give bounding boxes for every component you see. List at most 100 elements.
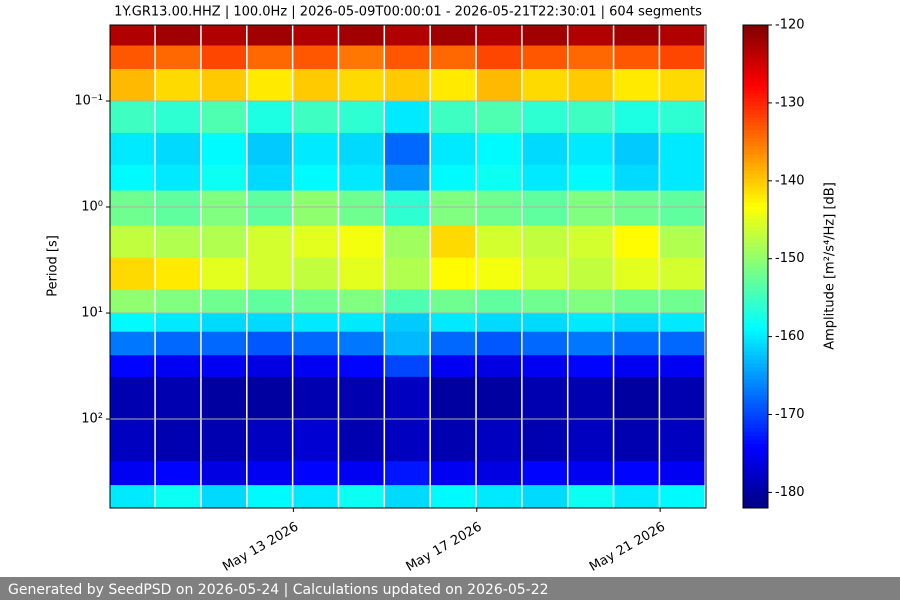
heat-cell (247, 376, 292, 420)
heat-cell (522, 419, 567, 462)
heat-cell (247, 225, 292, 258)
heat-cell (201, 331, 247, 356)
heat-cell (522, 132, 567, 166)
colorbar-step (743, 89, 768, 94)
heat-cell (385, 376, 430, 420)
colorbar-tick-label: -130 (775, 95, 805, 110)
colorbar-step (743, 133, 768, 139)
colorbar-step (743, 149, 768, 155)
colorbar-step (743, 451, 768, 457)
heat-cell (247, 132, 292, 166)
heat-cell (293, 100, 338, 134)
heat-cell (430, 289, 476, 314)
heat-cell (660, 485, 705, 509)
colorbar-step (743, 322, 768, 328)
heat-cell (339, 100, 384, 134)
heat-cell (660, 164, 705, 191)
heat-cell (430, 225, 476, 258)
heat-cell (155, 257, 201, 290)
heat-cell (247, 289, 292, 314)
heat-cell (568, 69, 613, 102)
heat-cell (476, 376, 522, 420)
heat-cell (201, 190, 247, 226)
heat-cell (110, 461, 155, 486)
colorbar-step (743, 230, 768, 235)
heat-cell (568, 355, 613, 378)
heat-cell (522, 190, 567, 226)
heat-cell (385, 25, 430, 46)
heat-cell (385, 355, 430, 378)
colorbar-step (743, 242, 768, 247)
colorbar-step (743, 463, 768, 469)
heat-cell (339, 331, 384, 356)
colorbar-step (743, 210, 768, 215)
heat-cell (155, 132, 201, 166)
heat-cell (476, 45, 522, 70)
colorbar-step (743, 165, 768, 171)
colorbar-step (743, 97, 768, 102)
heat-cell (568, 164, 613, 191)
y-tick-label: 10² (81, 412, 103, 427)
colorbar-step (743, 423, 768, 428)
colorbar-step (743, 338, 768, 344)
colorbar-step (743, 109, 768, 115)
heat-cell (247, 419, 292, 462)
heat-cell (476, 313, 522, 333)
heat-cell (430, 190, 476, 226)
heat-cell (522, 257, 567, 290)
heat-cell (476, 461, 522, 486)
heat-cell (522, 461, 567, 486)
colorbar-step (743, 351, 768, 356)
colorbar-tick-label: -150 (775, 251, 805, 266)
heat-cell (568, 225, 613, 258)
heat-cell (385, 257, 430, 290)
heat-cell (339, 45, 384, 70)
colorbar-step (743, 298, 768, 304)
colorbar-label: Amplitude [m²/s⁴/Hz] [dB] (823, 182, 838, 350)
heat-cell (660, 355, 705, 378)
colorbar-step (743, 318, 768, 324)
colorbar-step (743, 286, 768, 292)
colorbar-step (743, 411, 768, 416)
heat-cell (247, 25, 292, 46)
heat-cell (614, 132, 659, 166)
heat-cell (614, 257, 659, 290)
heat-cell (614, 419, 659, 462)
heat-cell (660, 257, 705, 290)
colorbar-step (743, 347, 768, 352)
heat-cell (110, 45, 155, 70)
heat-cell (110, 485, 155, 509)
heat-cell (660, 376, 705, 420)
colorbar-step (743, 145, 768, 151)
colorbar-step (743, 367, 768, 372)
colorbar-step (743, 407, 768, 412)
colorbar-tick-label: -140 (775, 173, 805, 188)
y-tick-label: 10⁰ (81, 200, 103, 215)
chart-title: 1Y.GR13.00.HHZ | 100.0Hz | 2026-05-09T00… (114, 5, 702, 20)
heat-cell (476, 100, 522, 134)
colorbar-step (743, 330, 768, 336)
heat-cell (614, 289, 659, 314)
heat-cell (568, 485, 613, 509)
colorbar-step (743, 194, 768, 199)
colorbar-step (743, 77, 768, 82)
colorbar-step (743, 169, 768, 175)
heat-cell (293, 45, 338, 70)
heat-cell (430, 257, 476, 290)
heat-cell (293, 257, 338, 290)
heat-cell (201, 45, 247, 70)
heat-cell (385, 164, 430, 191)
heat-cell (476, 485, 522, 509)
heat-cell (430, 461, 476, 486)
colorbar-step (743, 395, 768, 400)
y-tick-label: 10⁻¹ (74, 93, 103, 108)
colorbar-step (743, 69, 768, 74)
heat-cell (110, 25, 155, 46)
heat-cell (385, 45, 430, 70)
colorbar-step (743, 190, 768, 195)
colorbar-step (743, 101, 768, 106)
colorbar-step (743, 262, 768, 267)
heat-cell (339, 289, 384, 314)
heat-cell (201, 164, 247, 191)
